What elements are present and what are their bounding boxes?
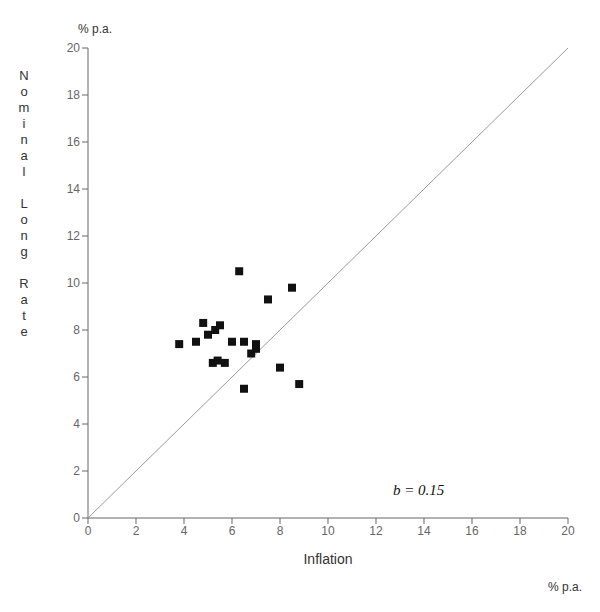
svg-text:0: 0 xyxy=(85,524,92,538)
html-text:a: a xyxy=(20,292,28,307)
svg-text:12: 12 xyxy=(67,229,81,243)
svg-text:14: 14 xyxy=(417,524,431,538)
html-text:o: o xyxy=(20,84,28,99)
html-text:o: o xyxy=(20,212,28,227)
svg-text:10: 10 xyxy=(321,524,335,538)
svg-text:0: 0 xyxy=(73,511,80,525)
html-text:g: g xyxy=(20,244,28,259)
svg-text:14: 14 xyxy=(67,182,81,196)
svg-text:8: 8 xyxy=(73,323,80,337)
html-text:R: R xyxy=(19,276,29,291)
svg-text:16: 16 xyxy=(465,524,479,538)
svg-text:6: 6 xyxy=(73,370,80,384)
html-text:e: e xyxy=(20,324,28,339)
html-text:l: l xyxy=(22,164,26,179)
svg-text:4: 4 xyxy=(181,524,188,538)
html-text:% p.a.: % p.a. xyxy=(78,22,112,36)
svg-text:18: 18 xyxy=(513,524,527,538)
html-text:t: t xyxy=(22,308,26,323)
svg-text:20: 20 xyxy=(67,41,81,55)
html-text:a: a xyxy=(20,148,28,163)
svg-text:16: 16 xyxy=(67,135,81,149)
svg-text:18: 18 xyxy=(67,88,81,102)
svg-text:6: 6 xyxy=(229,524,236,538)
svg-text:8: 8 xyxy=(277,524,284,538)
svg-text:2: 2 xyxy=(133,524,140,538)
svg-text:20: 20 xyxy=(561,524,575,538)
html-text:m: m xyxy=(18,100,30,115)
svg-text:2: 2 xyxy=(73,464,80,478)
svg-text:10: 10 xyxy=(67,276,81,290)
svg-text:12: 12 xyxy=(369,524,383,538)
html-text:L: L xyxy=(20,196,28,211)
html-text:i: i xyxy=(22,116,26,131)
html-text:n: n xyxy=(20,228,28,243)
svg-text:b = 0.15: b = 0.15 xyxy=(393,482,445,498)
html-text:n: n xyxy=(20,132,28,147)
html-text:N: N xyxy=(19,68,29,83)
html-text:% p.a.: % p.a. xyxy=(548,580,582,594)
svg-text:4: 4 xyxy=(73,417,80,431)
svg-text:Inflation: Inflation xyxy=(303,551,352,567)
